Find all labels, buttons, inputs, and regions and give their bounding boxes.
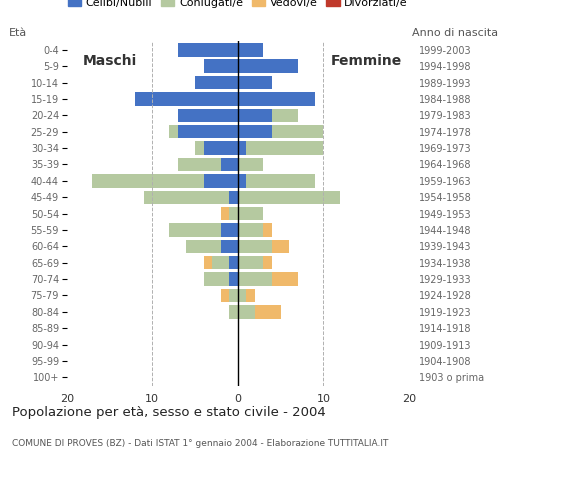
Text: Età: Età (9, 28, 27, 38)
Bar (263, 256, 272, 269)
Bar (238, 305, 255, 319)
Legend: Celibi/Nubili, Coniugati/e, Vedovi/e, Divorziati/e: Celibi/Nubili, Coniugati/e, Vedovi/e, Di… (63, 0, 412, 12)
Bar (229, 273, 238, 286)
Bar (272, 240, 289, 253)
Bar (238, 108, 272, 122)
Bar (92, 174, 204, 188)
Bar (229, 289, 238, 302)
Bar (238, 191, 340, 204)
Bar (238, 60, 298, 73)
Bar (220, 289, 229, 302)
Bar (238, 256, 263, 269)
Bar (220, 207, 229, 220)
Bar (204, 60, 238, 73)
Bar (220, 158, 238, 171)
Bar (178, 43, 238, 57)
Bar (238, 174, 246, 188)
Bar (238, 289, 246, 302)
Bar (238, 125, 272, 138)
Bar (178, 158, 220, 171)
Bar (238, 240, 272, 253)
Bar (212, 256, 229, 269)
Bar (195, 76, 238, 89)
Bar (204, 256, 212, 269)
Bar (169, 125, 178, 138)
Bar (246, 142, 324, 155)
Bar (238, 43, 263, 57)
Bar (238, 92, 315, 106)
Bar (220, 223, 238, 237)
Bar (229, 256, 238, 269)
Bar (238, 76, 272, 89)
Bar (238, 142, 246, 155)
Bar (229, 207, 238, 220)
Bar (195, 142, 204, 155)
Bar (204, 174, 238, 188)
Bar (246, 174, 315, 188)
Bar (272, 273, 298, 286)
Bar (178, 108, 238, 122)
Bar (220, 240, 238, 253)
Text: COMUNE DI PROVES (BZ) - Dati ISTAT 1° gennaio 2004 - Elaborazione TUTTITALIA.IT: COMUNE DI PROVES (BZ) - Dati ISTAT 1° ge… (12, 439, 388, 448)
Text: Femmine: Femmine (331, 54, 402, 68)
Bar (204, 273, 229, 286)
Text: Maschi: Maschi (82, 54, 137, 68)
Bar (135, 92, 238, 106)
Bar (187, 240, 220, 253)
Bar (144, 191, 229, 204)
Bar (238, 223, 263, 237)
Bar (229, 191, 238, 204)
Bar (178, 125, 238, 138)
Bar (263, 223, 272, 237)
Bar (255, 305, 281, 319)
Bar (238, 273, 272, 286)
Bar (169, 223, 220, 237)
Bar (238, 158, 263, 171)
Bar (272, 125, 323, 138)
Bar (229, 305, 238, 319)
Bar (272, 108, 298, 122)
Text: Popolazione per età, sesso e stato civile - 2004: Popolazione per età, sesso e stato civil… (12, 406, 325, 419)
Bar (238, 207, 263, 220)
Text: Anno di nascita: Anno di nascita (412, 28, 498, 38)
Bar (204, 142, 238, 155)
Bar (246, 289, 255, 302)
